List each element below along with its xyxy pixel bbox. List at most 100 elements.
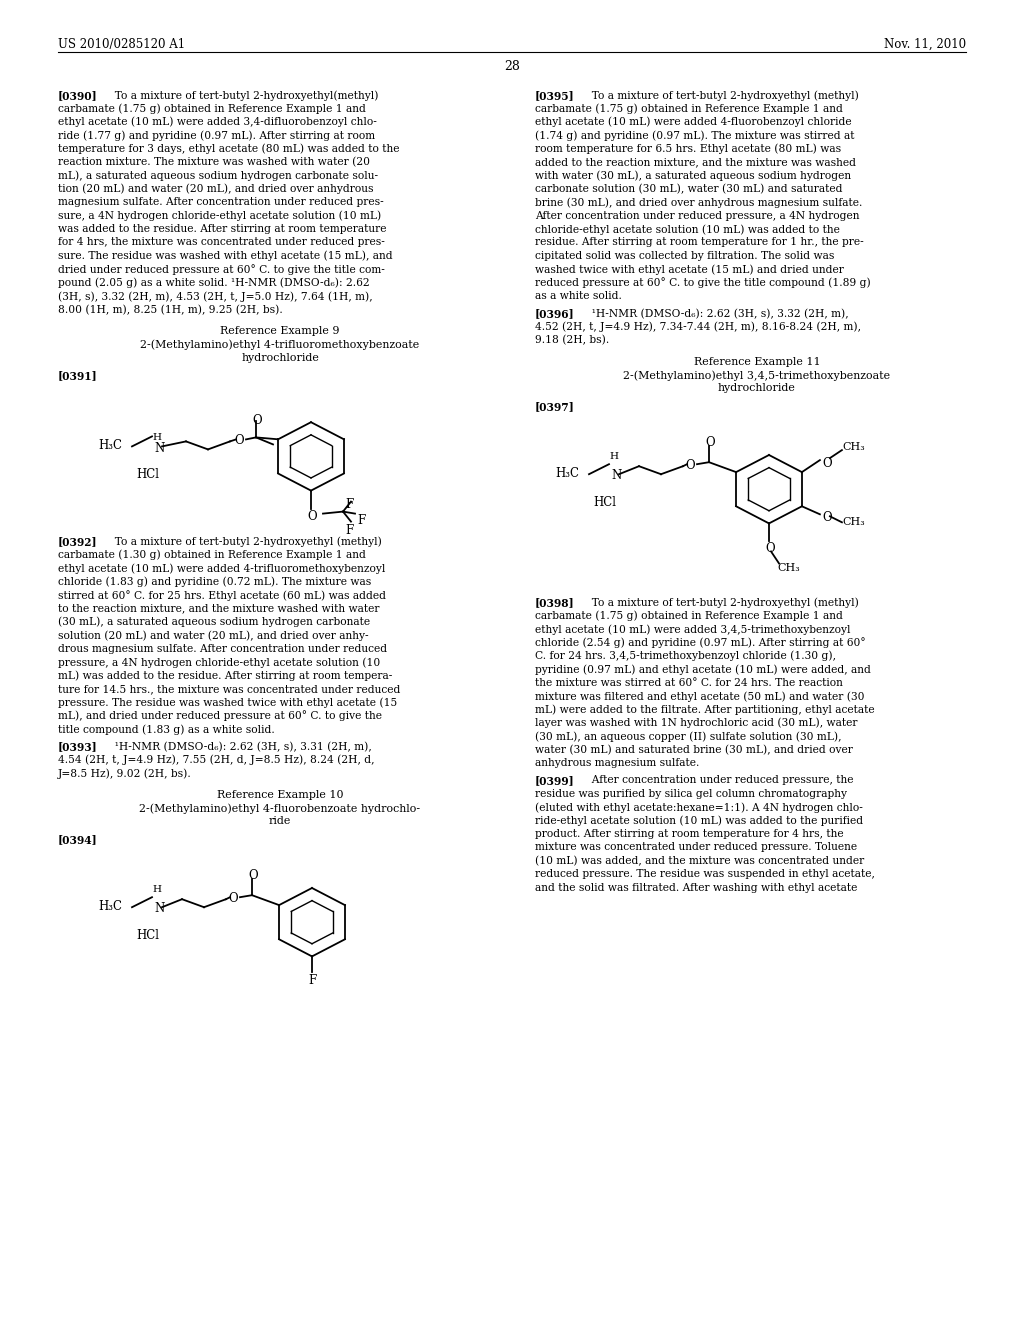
Text: Reference Example 9: Reference Example 9: [220, 326, 340, 335]
Text: carbamate (1.75 g) obtained in Reference Example 1 and: carbamate (1.75 g) obtained in Reference…: [58, 103, 366, 114]
Text: to the reaction mixture, and the mixture washed with water: to the reaction mixture, and the mixture…: [58, 603, 380, 614]
Text: product. After stirring at room temperature for 4 hrs, the: product. After stirring at room temperat…: [535, 829, 844, 840]
Text: O: O: [705, 436, 715, 449]
Text: ethyl acetate (10 mL) were added 3,4-difluorobenzoyl chlo-: ethyl acetate (10 mL) were added 3,4-dif…: [58, 116, 377, 127]
Text: was added to the residue. After stirring at room temperature: was added to the residue. After stirring…: [58, 224, 386, 234]
Text: temperature for 3 days, ethyl acetate (80 mL) was added to the: temperature for 3 days, ethyl acetate (8…: [58, 144, 399, 154]
Text: sure. The residue was washed with ethyl acetate (15 mL), and: sure. The residue was washed with ethyl …: [58, 251, 392, 261]
Text: 8.00 (1H, m), 8.25 (1H, m), 9.25 (2H, bs).: 8.00 (1H, m), 8.25 (1H, m), 9.25 (2H, bs…: [58, 305, 283, 314]
Text: 28: 28: [504, 59, 520, 73]
Text: CH₃: CH₃: [842, 517, 864, 527]
Text: J=8.5 Hz), 9.02 (2H, bs).: J=8.5 Hz), 9.02 (2H, bs).: [58, 768, 191, 779]
Text: O: O: [822, 457, 831, 470]
Text: ethyl acetate (10 mL) were added 4-trifluoromethoxybenzoyl: ethyl acetate (10 mL) were added 4-trifl…: [58, 564, 385, 574]
Text: O: O: [228, 892, 238, 906]
Text: [0395]: [0395]: [535, 90, 574, 102]
Text: O: O: [248, 869, 258, 882]
Text: N: N: [611, 469, 622, 482]
Text: mL) were added to the filtrate. After partitioning, ethyl acetate: mL) were added to the filtrate. After pa…: [535, 705, 874, 715]
Text: carbamate (1.75 g) obtained in Reference Example 1 and: carbamate (1.75 g) obtained in Reference…: [535, 611, 843, 622]
Text: HCl: HCl: [136, 469, 159, 482]
Text: CH₃: CH₃: [777, 564, 800, 573]
Text: the mixture was stirred at 60° C. for 24 hrs. The reaction: the mixture was stirred at 60° C. for 24…: [535, 677, 843, 688]
Text: Nov. 11, 2010: Nov. 11, 2010: [884, 38, 966, 51]
Text: 4.54 (2H, t, J=4.9 Hz), 7.55 (2H, d, J=8.5 Hz), 8.24 (2H, d,: 4.54 (2H, t, J=4.9 Hz), 7.55 (2H, d, J=8…: [58, 755, 375, 766]
Text: [0399]: [0399]: [535, 775, 574, 787]
Text: pyridine (0.97 mL) and ethyl acetate (10 mL) were added, and: pyridine (0.97 mL) and ethyl acetate (10…: [535, 664, 870, 675]
Text: for 4 hrs, the mixture was concentrated under reduced pres-: for 4 hrs, the mixture was concentrated …: [58, 238, 385, 247]
Text: carbamate (1.75 g) obtained in Reference Example 1 and: carbamate (1.75 g) obtained in Reference…: [535, 103, 843, 114]
Text: ture for 14.5 hrs., the mixture was concentrated under reduced: ture for 14.5 hrs., the mixture was conc…: [58, 684, 400, 694]
Text: [0397]: [0397]: [535, 401, 574, 412]
Text: dried under reduced pressure at 60° C. to give the title com-: dried under reduced pressure at 60° C. t…: [58, 264, 385, 275]
Text: carbonate solution (30 mL), water (30 mL) and saturated: carbonate solution (30 mL), water (30 mL…: [535, 183, 843, 194]
Text: O: O: [685, 459, 694, 473]
Text: To a mixture of tert-butyl 2-hydroxyethyl (methyl): To a mixture of tert-butyl 2-hydroxyethy…: [108, 536, 382, 546]
Text: title compound (1.83 g) as a white solid.: title compound (1.83 g) as a white solid…: [58, 723, 274, 734]
Text: layer was washed with 1N hydrochloric acid (30 mL), water: layer was washed with 1N hydrochloric ac…: [535, 718, 857, 729]
Text: (1.74 g) and pyridine (0.97 mL). The mixture was stirred at: (1.74 g) and pyridine (0.97 mL). The mix…: [535, 131, 854, 141]
Text: hydrochloride: hydrochloride: [241, 352, 318, 363]
Text: H: H: [152, 433, 161, 442]
Text: pressure, a 4N hydrogen chloride-ethyl acetate solution (10: pressure, a 4N hydrogen chloride-ethyl a…: [58, 657, 380, 668]
Text: O: O: [765, 543, 774, 556]
Text: ¹H-NMR (DMSO-d₆): 2.62 (3H, s), 3.32 (2H, m),: ¹H-NMR (DMSO-d₆): 2.62 (3H, s), 3.32 (2H…: [585, 309, 849, 318]
Text: residue. After stirring at room temperature for 1 hr., the pre-: residue. After stirring at room temperat…: [535, 238, 864, 247]
Text: reduced pressure at 60° C. to give the title compound (1.89 g): reduced pressure at 60° C. to give the t…: [535, 277, 870, 289]
Text: [0390]: [0390]: [58, 90, 97, 102]
Text: cipitated solid was collected by filtration. The solid was: cipitated solid was collected by filtrat…: [535, 251, 835, 261]
Text: chloride (2.54 g) and pyridine (0.97 mL). After stirring at 60°: chloride (2.54 g) and pyridine (0.97 mL)…: [535, 638, 865, 648]
Text: pressure. The residue was washed twice with ethyl acetate (15: pressure. The residue was washed twice w…: [58, 697, 397, 708]
Text: C. for 24 hrs. 3,4,5-trimethoxybenzoyl chloride (1.30 g),: C. for 24 hrs. 3,4,5-trimethoxybenzoyl c…: [535, 651, 836, 661]
Text: 2-(Methylamino)ethyl 4-fluorobenzoate hydrochlo-: 2-(Methylamino)ethyl 4-fluorobenzoate hy…: [139, 803, 421, 813]
Text: added to the reaction mixture, and the mixture was washed: added to the reaction mixture, and the m…: [535, 157, 856, 168]
Text: H: H: [609, 453, 618, 461]
Text: F: F: [357, 513, 366, 527]
Text: N: N: [154, 442, 164, 455]
Text: F: F: [345, 498, 353, 511]
Text: washed twice with ethyl acetate (15 mL) and dried under: washed twice with ethyl acetate (15 mL) …: [535, 264, 844, 275]
Text: H₃C: H₃C: [98, 440, 122, 453]
Text: [0398]: [0398]: [535, 597, 574, 609]
Text: ¹H-NMR (DMSO-d₆): 2.62 (3H, s), 3.31 (2H, m),: ¹H-NMR (DMSO-d₆): 2.62 (3H, s), 3.31 (2H…: [108, 742, 372, 752]
Text: solution (20 mL) and water (20 mL), and dried over anhy-: solution (20 mL) and water (20 mL), and …: [58, 630, 369, 640]
Text: F: F: [308, 974, 316, 987]
Text: (10 mL) was added, and the mixture was concentrated under: (10 mL) was added, and the mixture was c…: [535, 855, 864, 866]
Text: [0396]: [0396]: [535, 309, 574, 319]
Text: sure, a 4N hydrogen chloride-ethyl acetate solution (10 mL): sure, a 4N hydrogen chloride-ethyl aceta…: [58, 211, 381, 222]
Text: Reference Example 11: Reference Example 11: [693, 356, 820, 367]
Text: [0394]: [0394]: [58, 834, 97, 845]
Text: 2-(Methylamino)ethyl 4-trifluoromethoxybenzoate: 2-(Methylamino)ethyl 4-trifluoromethoxyb…: [140, 339, 420, 350]
Text: ethyl acetate (10 mL) were added 3,4,5-trimethoxybenzoyl: ethyl acetate (10 mL) were added 3,4,5-t…: [535, 624, 851, 635]
Text: room temperature for 6.5 hrs. Ethyl acetate (80 mL) was: room temperature for 6.5 hrs. Ethyl acet…: [535, 144, 841, 154]
Text: pound (2.05 g) as a white solid. ¹H-NMR (DMSO-d₆): 2.62: pound (2.05 g) as a white solid. ¹H-NMR …: [58, 277, 370, 288]
Text: Reference Example 10: Reference Example 10: [217, 789, 343, 800]
Text: brine (30 mL), and dried over anhydrous magnesium sulfate.: brine (30 mL), and dried over anhydrous …: [535, 197, 862, 207]
Text: After concentration under reduced pressure, the: After concentration under reduced pressu…: [585, 775, 853, 785]
Text: To a mixture of tert-butyl 2-hydroxyethyl(methyl): To a mixture of tert-butyl 2-hydroxyethy…: [108, 90, 379, 100]
Text: O: O: [234, 434, 244, 447]
Text: magnesium sulfate. After concentration under reduced pres-: magnesium sulfate. After concentration u…: [58, 197, 384, 207]
Text: [0393]: [0393]: [58, 742, 97, 752]
Text: O: O: [307, 510, 316, 523]
Text: reaction mixture. The mixture was washed with water (20: reaction mixture. The mixture was washed…: [58, 157, 370, 168]
Text: mL) was added to the residue. After stirring at room tempera-: mL) was added to the residue. After stir…: [58, 671, 392, 681]
Text: H₃C: H₃C: [555, 467, 579, 480]
Text: stirred at 60° C. for 25 hrs. Ethyl acetate (60 mL) was added: stirred at 60° C. for 25 hrs. Ethyl acet…: [58, 590, 386, 601]
Text: To a mixture of tert-butyl 2-hydroxyethyl (methyl): To a mixture of tert-butyl 2-hydroxyethy…: [585, 90, 859, 100]
Text: H: H: [152, 886, 161, 894]
Text: F: F: [345, 524, 353, 537]
Text: and the solid was filtrated. After washing with ethyl acetate: and the solid was filtrated. After washi…: [535, 883, 857, 892]
Text: HCl: HCl: [136, 929, 159, 942]
Text: O: O: [252, 414, 261, 428]
Text: hydrochloride: hydrochloride: [718, 383, 796, 393]
Text: reduced pressure. The residue was suspended in ethyl acetate,: reduced pressure. The residue was suspen…: [535, 869, 874, 879]
Text: H₃C: H₃C: [98, 900, 122, 913]
Text: (3H, s), 3.32 (2H, m), 4.53 (2H, t, J=5.0 Hz), 7.64 (1H, m),: (3H, s), 3.32 (2H, m), 4.53 (2H, t, J=5.…: [58, 290, 373, 301]
Text: with water (30 mL), a saturated aqueous sodium hydrogen: with water (30 mL), a saturated aqueous …: [535, 170, 851, 181]
Text: HCl: HCl: [593, 496, 616, 510]
Text: drous magnesium sulfate. After concentration under reduced: drous magnesium sulfate. After concentra…: [58, 644, 387, 653]
Text: (30 mL), a saturated aqueous sodium hydrogen carbonate: (30 mL), a saturated aqueous sodium hydr…: [58, 616, 370, 627]
Text: as a white solid.: as a white solid.: [535, 290, 622, 301]
Text: (30 mL), an aqueous copper (II) sulfate solution (30 mL),: (30 mL), an aqueous copper (II) sulfate …: [535, 731, 842, 742]
